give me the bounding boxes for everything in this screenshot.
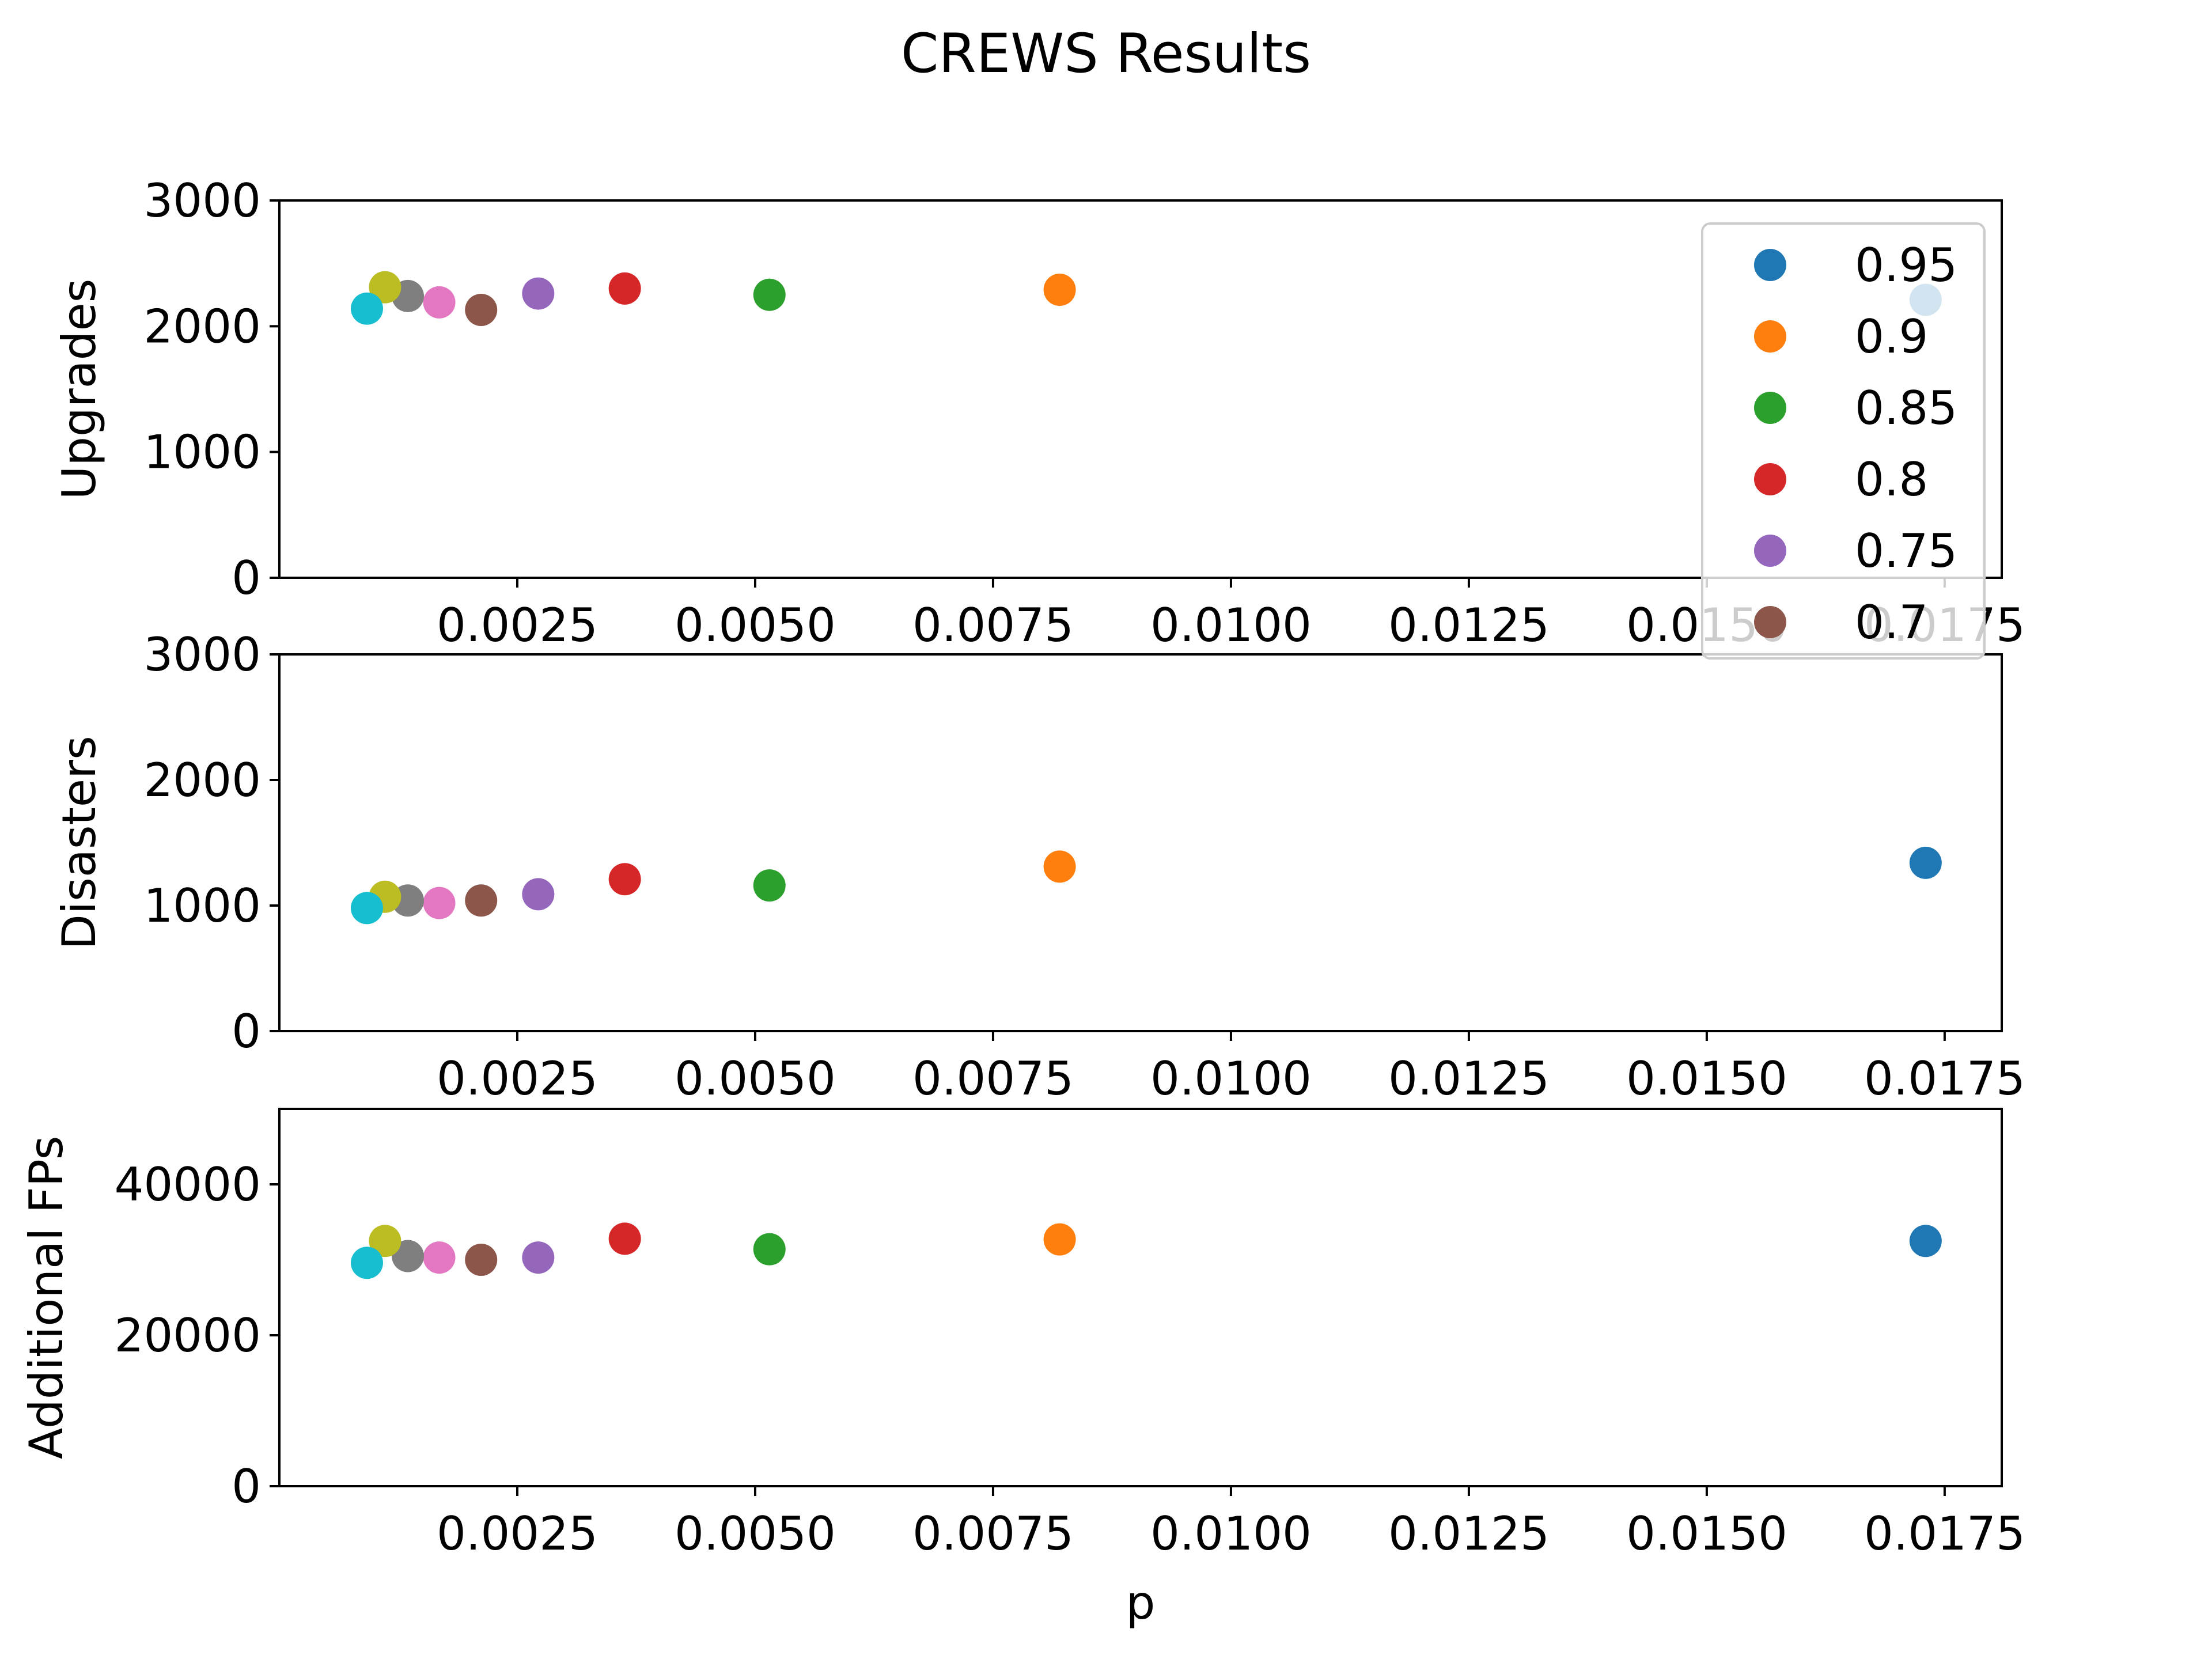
y-tick-label: 1000 bbox=[143, 879, 261, 933]
y-tick-label: 2000 bbox=[143, 300, 261, 353]
subplot-2: 0 1000 2000 3000 Disasters 0.0025 0.0050 0.0075… bbox=[52, 628, 2025, 1105]
x-tick-label: 0.0050 bbox=[675, 1052, 836, 1105]
data-point bbox=[522, 277, 555, 310]
data-point bbox=[753, 278, 786, 311]
legend-label: 0.85 bbox=[1855, 381, 1957, 435]
y-tick-label: 0 bbox=[232, 551, 261, 605]
y-tick-label: 2000 bbox=[143, 753, 261, 807]
data-point bbox=[350, 892, 383, 925]
subplot-3: 0 20000 40000 Additional FPs 0.0025 0.0050 0.0… bbox=[20, 1108, 2025, 1560]
data-point bbox=[465, 884, 498, 917]
data-point bbox=[423, 286, 456, 319]
x-tick-label: 0.0025 bbox=[437, 599, 598, 652]
data-point bbox=[753, 869, 786, 902]
y-axis-label: Disasters bbox=[52, 736, 106, 949]
data-point bbox=[1043, 850, 1076, 883]
data-point bbox=[369, 271, 402, 304]
x-tick-label: 0.0150 bbox=[1626, 1507, 1787, 1560]
legend-label: 0.7 bbox=[1855, 596, 1928, 649]
legend-marker bbox=[1754, 392, 1786, 424]
x-tick-label: 0.0050 bbox=[675, 599, 836, 652]
data-point bbox=[423, 1241, 456, 1274]
x-tick-label: 0.0075 bbox=[912, 1507, 1074, 1560]
y-tick-label: 40000 bbox=[115, 1158, 262, 1211]
x-tick-label: 0.0025 bbox=[437, 1507, 598, 1560]
data-point bbox=[1909, 1225, 1942, 1257]
x-tick-label: 0.0125 bbox=[1388, 1507, 1550, 1560]
data-point bbox=[1909, 846, 1942, 879]
legend-label: 0.75 bbox=[1855, 524, 1957, 578]
legend-marker bbox=[1754, 320, 1786, 353]
legend-marker bbox=[1754, 535, 1786, 567]
x-tick-label: 0.0125 bbox=[1388, 599, 1550, 652]
x-axis-label: p bbox=[1126, 1576, 1156, 1630]
x-tick-label: 0.0175 bbox=[1864, 1507, 2025, 1560]
x-tick-label: 0.0100 bbox=[1150, 1052, 1312, 1105]
data-point bbox=[608, 863, 641, 896]
legend-label: 0.8 bbox=[1855, 453, 1928, 506]
y-tick-label: 3000 bbox=[143, 174, 261, 228]
axes-frame bbox=[278, 199, 2003, 579]
y-tick-label: 20000 bbox=[115, 1309, 262, 1362]
data-point bbox=[465, 1244, 498, 1276]
data-point bbox=[1043, 1223, 1076, 1256]
data-point bbox=[608, 272, 641, 305]
x-tick-label: 0.0125 bbox=[1388, 1052, 1550, 1105]
data-point bbox=[369, 1225, 402, 1257]
data-point bbox=[522, 878, 555, 911]
x-tick-label: 0.0150 bbox=[1626, 1052, 1787, 1105]
axes-frame bbox=[278, 1108, 2003, 1487]
subplot-1: 0 1000 2000 3000 Upgrades 0.0025 0.0050 0.0075 0… bbox=[52, 174, 2025, 652]
y-axis-label: Upgrades bbox=[52, 279, 106, 500]
legend-label: 0.95 bbox=[1855, 238, 1957, 292]
chart-title: CREWS Results bbox=[901, 22, 1311, 85]
x-tick-label: 0.0050 bbox=[675, 1507, 836, 1560]
y-tick-label: 3000 bbox=[143, 628, 261, 681]
y-tick-label: 0 bbox=[232, 1460, 261, 1513]
y-axis-label: Additional FPs bbox=[20, 1136, 73, 1460]
data-point bbox=[350, 292, 383, 325]
data-point bbox=[350, 1247, 383, 1279]
x-tick-label: 0.0175 bbox=[1864, 1052, 2025, 1105]
legend-marker bbox=[1754, 606, 1786, 638]
data-point bbox=[608, 1222, 641, 1255]
data-point bbox=[1043, 274, 1076, 306]
data-point bbox=[465, 293, 498, 326]
x-tick-label: 0.0075 bbox=[912, 1052, 1074, 1105]
y-tick-label: 0 bbox=[232, 1005, 261, 1058]
x-tick-label: 0.0075 bbox=[912, 599, 1074, 652]
data-point bbox=[392, 1240, 425, 1272]
data-point bbox=[423, 887, 456, 919]
x-tick-label: 0.0025 bbox=[437, 1052, 598, 1105]
y-tick-label: 1000 bbox=[143, 426, 261, 479]
x-tick-label: 0.0100 bbox=[1150, 599, 1312, 652]
legend-label: 0.9 bbox=[1855, 310, 1928, 363]
axes-frame bbox=[278, 653, 2003, 1032]
data-point bbox=[522, 1241, 555, 1274]
data-point bbox=[753, 1233, 786, 1266]
legend: 0.95 0.9 0.85 0.8 0.75 0.7 bbox=[1701, 222, 1986, 660]
legend-marker bbox=[1754, 249, 1786, 281]
legend-marker bbox=[1754, 463, 1786, 495]
x-tick-label: 0.0100 bbox=[1150, 1507, 1312, 1560]
